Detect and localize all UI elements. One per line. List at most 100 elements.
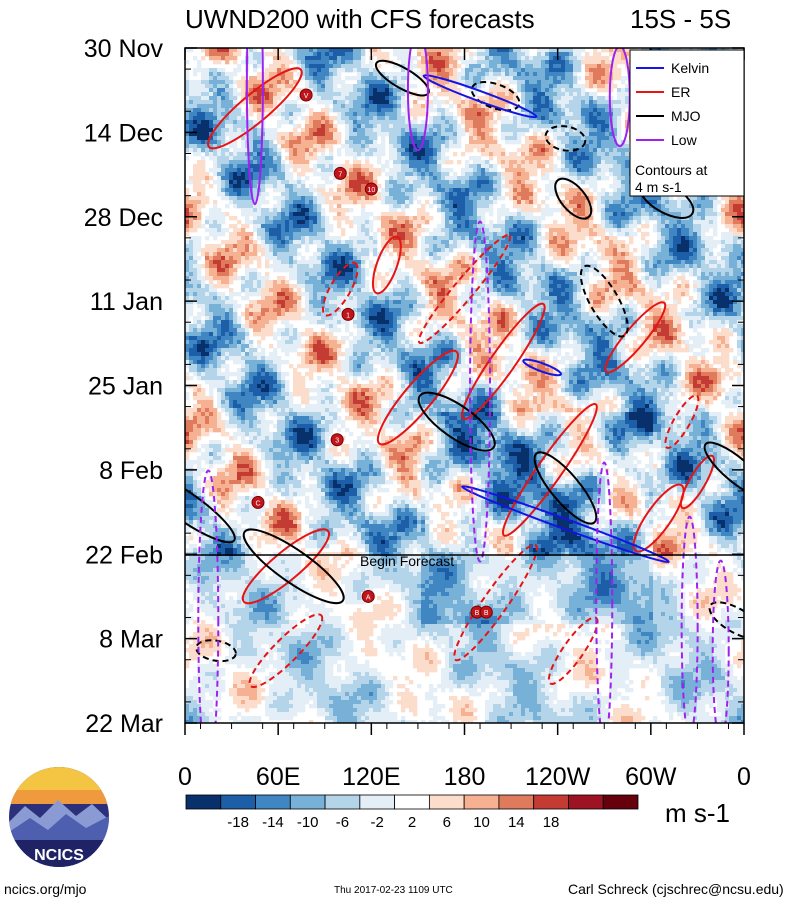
mjo-contour [185, 468, 236, 544]
legend-label: ER [671, 84, 690, 100]
colorbar-swatch [255, 794, 291, 810]
mjo-contour [554, 177, 593, 220]
x-tick-label: 180 [444, 763, 486, 791]
tc-marker: 1 [341, 307, 355, 321]
y-axis: 30 Nov 14 Dec 28 Dec 11 Jan 25 Jan 8 Feb 22 Fe… [84, 35, 744, 738]
mjo-contour [417, 391, 496, 452]
er-contour-negative [321, 261, 359, 317]
colorbar-label: -6 [336, 814, 349, 831]
mjo-contour-negative [579, 264, 629, 338]
low-contour-negative [680, 515, 699, 723]
colorbar-swatch [463, 794, 500, 810]
logo-text: NCICS [34, 847, 84, 864]
contour-note: 4 m s-1 [635, 179, 682, 195]
contour-note: Contours at [635, 162, 707, 178]
er-contour-negative [453, 543, 538, 662]
colorbar-label: 6 [443, 814, 451, 831]
er-contour [371, 235, 402, 295]
colorbar-swatch [568, 794, 604, 810]
low-contour-negative [197, 469, 220, 723]
colorbar-swatch [533, 794, 569, 810]
colorbar-swatch [185, 794, 222, 810]
er-contour [632, 483, 685, 553]
y-tick-label: 25 Jan [88, 373, 163, 401]
tc-marker: A [361, 589, 375, 603]
colorbar-swatch [428, 794, 465, 810]
kelvin-contour [422, 74, 538, 119]
ncics-logo: NCICS [9, 767, 109, 867]
footer-author: Carl Schreck (cjschrec@ncsu.edu) [568, 881, 784, 897]
tc-marker: 3 [330, 433, 344, 447]
x-tick-label: 60W [625, 763, 677, 791]
legend-label: Low [671, 132, 698, 148]
x-tick-label: 120W [525, 763, 591, 791]
colorbar-label: -2 [371, 814, 384, 831]
chart-title: UWND200 with CFS forecasts [185, 4, 535, 34]
mjo-contour-negative [544, 125, 587, 152]
y-tick-label: 11 Jan [90, 288, 163, 316]
colorbar: -18 -14 -10 -6 -2 2 6 10 14 18 [185, 794, 639, 831]
er-contour [207, 67, 303, 150]
mjo-contour [242, 528, 345, 605]
colorbar-swatch [394, 794, 430, 810]
x-axis: 0 60E 120E 180 120W 60W 0 [178, 48, 751, 791]
colorbar-label: -18 [227, 814, 249, 831]
legend: Kelvin ER MJO Low Contours at4 m s-1 [629, 49, 745, 197]
colorbar-swatch [498, 794, 535, 810]
colorbar-units: m s-1 [665, 798, 730, 828]
low-contour-negative [595, 461, 614, 723]
x-tick-label: 120E [342, 763, 400, 791]
er-contour [460, 302, 546, 421]
low-contour [406, 48, 429, 152]
y-tick-label: 30 Nov [84, 35, 164, 63]
er-contour [501, 402, 598, 537]
colorbar-swatch [359, 794, 396, 810]
mjo-contour-negative [470, 81, 521, 112]
colorbar-swatch [220, 794, 256, 810]
low-contour [245, 48, 264, 206]
colorbar-swatch [289, 794, 326, 810]
y-tick-label: 8 Feb [99, 457, 163, 485]
x-tick-label: 0 [178, 763, 192, 791]
y-tick-label: 22 Mar [85, 710, 163, 738]
colorbar-label: -14 [262, 814, 284, 831]
tc-marker: 7 [333, 166, 347, 180]
x-tick-label: 60E [256, 763, 300, 791]
y-tick-label: 14 Dec [84, 119, 163, 147]
footer-timestamp: Thu 2017-02-23 1109 UTC [334, 885, 453, 896]
legend-label: MJO [671, 108, 701, 124]
tc-marker: V [299, 88, 313, 102]
y-tick-label: 22 Feb [85, 541, 163, 569]
colorbar-label: 18 [543, 814, 560, 831]
colorbar-label: 14 [508, 814, 525, 831]
mjo-contour-negative [708, 601, 744, 640]
wave-contours [185, 48, 744, 723]
colorbar-label: 2 [408, 814, 416, 831]
chart-region: 15S - 5S [630, 4, 731, 34]
low-contour-negative [469, 220, 492, 563]
er-contour-negative [248, 613, 324, 689]
low-contour-negative [711, 559, 730, 723]
er-contour-negative [664, 394, 700, 449]
y-tick-label: 28 Dec [84, 204, 163, 232]
kelvin-contour [461, 485, 670, 564]
colorbar-label: -10 [297, 814, 319, 831]
kelvin-contour [522, 358, 562, 377]
x-tick-label: 0 [737, 763, 751, 791]
legend-label: Kelvin [671, 60, 709, 76]
colorbar-swatch [324, 794, 361, 810]
footer-url[interactable]: ncics.org/mjo [4, 881, 87, 897]
tc-marker: 10 [364, 182, 378, 196]
er-contour [679, 454, 715, 510]
er-contour [376, 349, 459, 446]
y-tick-label: 8 Mar [99, 626, 163, 654]
colorbar-label: 10 [473, 814, 490, 831]
mjo-contour [533, 451, 598, 525]
colorbar-swatch [602, 794, 639, 810]
tc-marker: B [479, 605, 493, 619]
er-contour-negative [417, 234, 512, 345]
forecast-label: Begin Forecast [360, 553, 454, 569]
tc-marker: C [251, 495, 265, 509]
